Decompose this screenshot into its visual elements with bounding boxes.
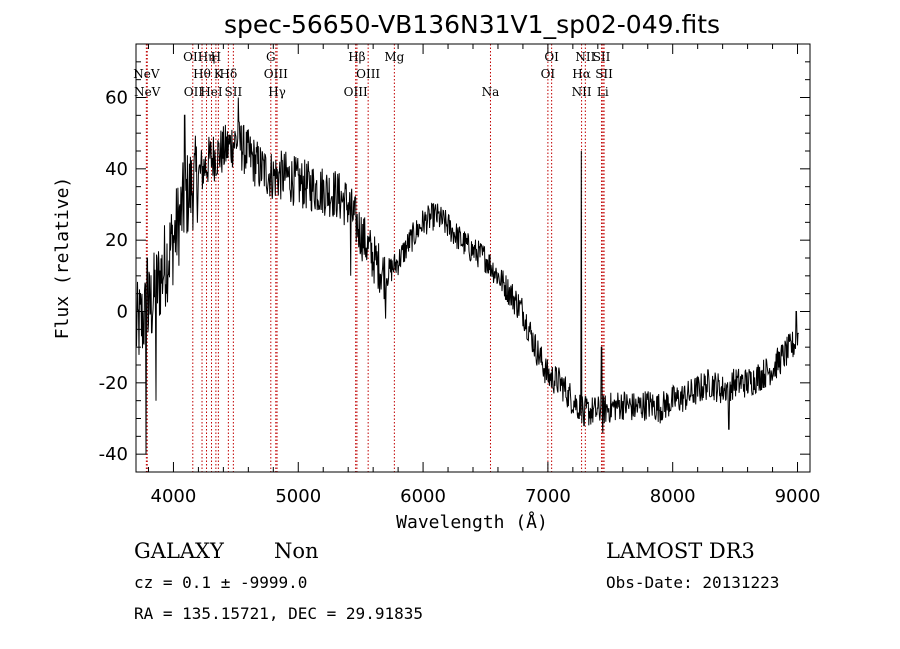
emission-line-label: OII xyxy=(183,50,203,64)
y-tick-label: 0 xyxy=(117,302,128,323)
emission-line-label: Mg xyxy=(384,50,404,64)
x-tick-label: 6000 xyxy=(400,486,446,507)
emission-line-label: Hη xyxy=(198,50,216,64)
emission-line-label: OIII xyxy=(344,85,368,99)
coordinates: RA = 135.15721, DEC = 29.91835 xyxy=(134,604,423,623)
emission-line-label: Hδ xyxy=(220,67,238,81)
y-tick-label: -40 xyxy=(99,444,128,465)
emission-line-label: H xyxy=(211,50,221,64)
y-tick-label: 40 xyxy=(105,159,128,180)
emission-line-label: SII xyxy=(595,67,613,81)
emission-line-label: OI xyxy=(544,50,559,64)
emission-line-label: HeI xyxy=(200,85,223,99)
x-tick-label: 7000 xyxy=(525,486,571,507)
x-axis-title: Wavelength (Å) xyxy=(396,511,548,533)
y-tick-label: 20 xyxy=(105,230,128,251)
x-tick-label: 5000 xyxy=(275,486,321,507)
spectrum-line xyxy=(135,97,799,455)
emission-line-label: Hβ xyxy=(348,50,365,64)
survey-name: LAMOST DR3 xyxy=(606,539,755,563)
emission-line-label: Li xyxy=(597,85,609,99)
redshift-value: cz = 0.1 ± -9999.0 xyxy=(134,573,307,592)
emission-line-label: NeV xyxy=(133,67,160,81)
emission-line-label: SII xyxy=(225,85,243,99)
emission-line-label: OIII xyxy=(356,67,380,81)
emission-line-label: OI xyxy=(541,67,556,81)
object-class: GALAXY xyxy=(134,539,225,563)
emission-line-label: Na xyxy=(482,85,500,99)
emission-line-label: NII xyxy=(575,50,595,64)
emission-line-label: G xyxy=(266,50,276,64)
x-axis-ticks: 4000 5000 6000 7000 8000 9000 xyxy=(147,44,821,507)
observation-date: Obs-Date: 20131223 xyxy=(606,573,779,592)
object-subclass: Non xyxy=(274,539,319,563)
emission-line-label: Hθ xyxy=(193,67,211,81)
emission-line-label: OII xyxy=(184,85,204,99)
chart-title: spec-56650-VB136N31V1_sp02-049.fits xyxy=(224,10,720,39)
emission-line-label: SII xyxy=(593,50,611,64)
emission-line-label: Hγ xyxy=(268,85,286,99)
emission-line-label: NeV xyxy=(134,85,161,99)
y-tick-label: -20 xyxy=(99,373,128,394)
emission-line-label: NII xyxy=(572,85,592,99)
plot-frame xyxy=(135,43,811,473)
y-tick-label: 60 xyxy=(105,88,128,109)
emission-line-label: K xyxy=(214,67,224,81)
y-axis-title: Flux (relative) xyxy=(52,177,73,340)
x-tick-label: 4000 xyxy=(151,486,197,507)
y-axis-ticks: -40 -20 0 20 40 60 xyxy=(99,61,810,465)
x-tick-label: 9000 xyxy=(775,486,821,507)
emission-line-label: OIII xyxy=(264,67,288,81)
emission-line-label: Hα xyxy=(572,67,591,81)
x-tick-label: 8000 xyxy=(650,486,696,507)
